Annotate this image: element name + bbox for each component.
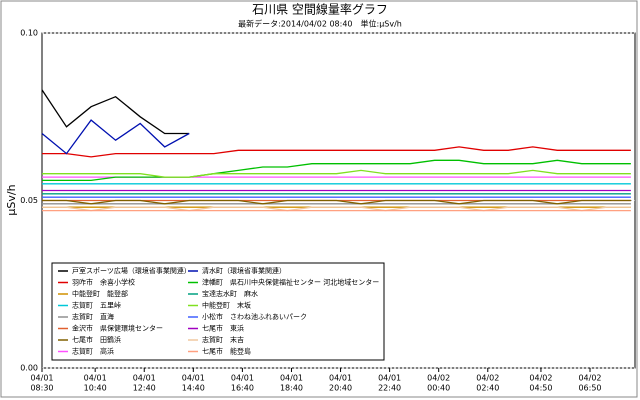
x-tick-date: 04/01: [329, 374, 352, 383]
x-tick-date: 04/01: [231, 374, 254, 383]
legend-label: 志賀町 末吉: [202, 335, 244, 344]
y-tick-label: 0.00: [20, 364, 38, 373]
y-axis-label: μSv/h: [5, 184, 18, 215]
legend-label: 清水町（環境省事業関連）: [202, 266, 286, 275]
legend-label: 七尾市 東浜: [202, 324, 244, 333]
legend-label: 戸室スポーツ広場（環境省事業関連）: [72, 266, 191, 275]
x-tick-date: 04/02: [476, 374, 499, 383]
legend-label: 津幡町 県石川中央保健福祉センター 河北地域センター: [202, 278, 379, 287]
legend-label: 志賀町 高浜: [72, 347, 114, 356]
series-line: [42, 199, 631, 205]
x-tick-time: 04:50: [529, 384, 552, 393]
x-tick-date: 04/02: [578, 374, 601, 383]
legend-box: [51, 262, 385, 361]
x-tick-date: 04/01: [378, 374, 401, 383]
legend-label: 七尾市 能登島: [202, 347, 251, 356]
legend-label: 志賀町 直海: [72, 312, 114, 321]
x-tick-time: 10:40: [84, 384, 107, 393]
x-tick-date: 04/01: [280, 374, 303, 383]
x-tick-time: 02:40: [476, 384, 499, 393]
x-tick-time: 18:40: [280, 384, 303, 393]
x-tick-time: 12:40: [133, 384, 156, 393]
x-tick-date: 04/01: [30, 374, 53, 383]
chart-title: 石川県 空間線量率グラフ: [252, 2, 388, 17]
legend-label: 金沢市 県保健環境センター: [72, 324, 163, 333]
series-line: [42, 206, 631, 212]
x-tick-date: 04/01: [133, 374, 156, 383]
x-tick-time: 22:40: [378, 384, 401, 393]
legend-label: 宝達志水町 麻水: [202, 289, 258, 298]
chart-subtitle: 最新データ:2014/04/02 08:40 単位:μSv/h: [238, 19, 402, 29]
x-tick-time: 08:30: [30, 384, 53, 393]
series-line: [41, 89, 190, 135]
x-tick-date: 04/02: [529, 374, 552, 383]
legend-label: 志賀町 五里峠: [72, 301, 121, 310]
legend-label: 中能登町 末坂: [202, 301, 251, 310]
legend-label: 羽咋市 余喜小学校: [72, 278, 135, 287]
series-line: [42, 169, 631, 178]
x-tick-time: 14:40: [182, 384, 205, 393]
x-tick-date: 04/01: [84, 374, 107, 383]
x-tick-time: 06:50: [578, 384, 601, 393]
series-line: [42, 159, 631, 182]
x-tick-time: 16:40: [231, 384, 254, 393]
legend-label: 七尾市 田鶴浜: [72, 335, 121, 344]
y-tick-label: 0.10: [20, 29, 38, 38]
x-tick-time: 20:40: [329, 384, 352, 393]
legend-label: 中能登町 能登部: [72, 289, 128, 298]
legend-label: 小松市 さわね池ふれあいパーク: [202, 312, 307, 321]
series-line: [41, 119, 190, 155]
x-tick-date: 04/01: [182, 374, 205, 383]
x-tick-date: 04/02: [427, 374, 450, 383]
series-line: [42, 146, 631, 158]
y-tick-label: 0.05: [20, 196, 38, 205]
x-tick-time: 00:40: [427, 384, 450, 393]
